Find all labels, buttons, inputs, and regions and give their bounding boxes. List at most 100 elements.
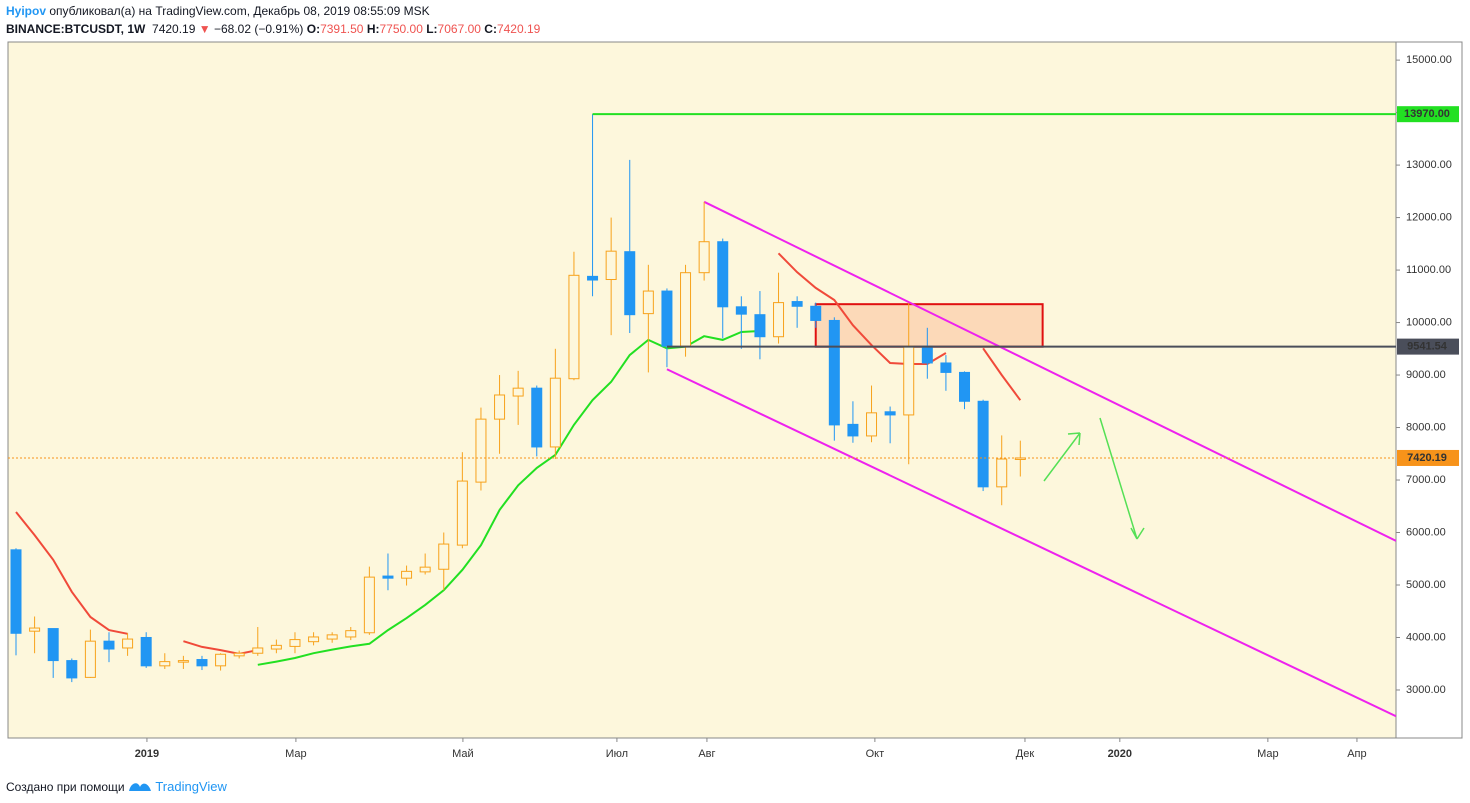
zone	[814, 303, 1044, 348]
published: опубликовал(а) на TradingView.com, Декаб…	[49, 4, 430, 18]
x-tick-label: 2020	[1108, 748, 1132, 760]
trend-line	[666, 368, 1396, 718]
candle-body	[549, 377, 561, 448]
level-label: 9541.54	[1407, 341, 1448, 353]
x-tick-label: Авг	[698, 748, 715, 760]
c-value: 7420.19	[496, 22, 541, 36]
arrow-down	[1099, 417, 1145, 540]
indicator-line	[15, 252, 1022, 655]
y-tick-label: 3000.00	[1406, 684, 1446, 696]
candle-body	[847, 423, 859, 437]
x-tick-label: 2019	[135, 748, 159, 760]
x-tick-label: Окт	[866, 748, 885, 760]
candle-body	[382, 575, 394, 579]
candle-body	[940, 362, 952, 373]
candle-body	[680, 272, 692, 347]
candle-body	[754, 314, 766, 338]
y-tick-label: 13000.00	[1406, 159, 1452, 171]
candle-body	[419, 566, 431, 573]
candle-body	[215, 653, 227, 667]
plot-area	[7, 41, 1397, 739]
candle-body	[494, 394, 506, 420]
candle-body	[252, 647, 264, 654]
x-tick-label: Май	[452, 748, 474, 760]
footer: Создано при помощи TradingView	[6, 777, 227, 794]
x-tick-label: Мар	[1257, 748, 1279, 760]
y-tick-label: 12000.00	[1406, 211, 1452, 223]
candle-body	[196, 659, 208, 667]
candle-body	[326, 634, 338, 640]
candle-body	[345, 630, 357, 638]
footer-text: Создано при помощи	[6, 780, 125, 794]
header-line: Hyipov опубликовал(а) на TradingView.com…	[6, 4, 430, 18]
level-label-box	[1397, 449, 1459, 466]
chart-layer: 3000.00 4000.00 5000.00 6000.00 7000.00 8000.…	[8, 54, 1459, 760]
candle-body	[996, 458, 1008, 488]
candle-body	[661, 290, 673, 347]
candle-body	[84, 640, 96, 678]
candle-body	[921, 345, 933, 364]
candle-body	[791, 301, 803, 307]
y-tick-label: 10000.00	[1406, 316, 1452, 328]
candle-body	[103, 640, 115, 650]
candle-body	[122, 638, 134, 649]
candle-body	[903, 345, 915, 416]
level-label-box	[1397, 106, 1459, 123]
price-axis	[1395, 41, 1463, 739]
arrow-up	[1043, 432, 1081, 482]
h-label: H:	[366, 22, 380, 36]
candle-body	[289, 639, 301, 647]
candle-body	[568, 274, 580, 380]
o-value: 7391.50	[320, 22, 364, 36]
candle-body	[475, 418, 487, 483]
candle-body	[233, 652, 245, 657]
candle-body	[810, 305, 822, 321]
trend-line	[703, 200, 1396, 542]
header-line: BINANCE:BTCUSDT, 1W 7420.19 ▼ −68.02 (−0…	[6, 22, 540, 36]
y-tick-label: 9000.00	[1406, 369, 1446, 381]
y-tick-label: 8000.00	[1406, 421, 1446, 433]
y-tick-label: 6000.00	[1406, 526, 1446, 538]
candle-body	[270, 644, 282, 650]
logo	[128, 783, 151, 791]
c-label: C:	[484, 22, 497, 36]
candle-body	[177, 660, 189, 663]
candle-body	[308, 636, 320, 643]
candle-body	[159, 661, 171, 667]
candle-body	[29, 627, 41, 632]
level-label: 7420.19	[1407, 452, 1447, 464]
x-tick-label: Июл	[606, 748, 628, 760]
candle-body	[47, 628, 59, 662]
candle-body	[66, 660, 78, 679]
candle-body	[605, 250, 617, 281]
change: −68.02 (−0.91%)	[213, 22, 304, 36]
plot	[10, 114, 1396, 718]
y-tick-label: 11000.00	[1406, 264, 1451, 276]
candle-body	[717, 241, 729, 308]
candle-body	[531, 387, 543, 448]
x-tick-label: Дек	[1016, 748, 1035, 760]
candle-body	[977, 400, 989, 488]
candle-body	[438, 543, 450, 570]
footer-brand[interactable]: TradingView	[155, 779, 227, 794]
candle-body	[140, 636, 152, 667]
author[interactable]: Hyipov	[6, 4, 47, 18]
last: 7420.19	[152, 22, 196, 36]
x-tick-label: Мар	[285, 748, 307, 760]
y-tick-label: 4000.00	[1406, 631, 1446, 643]
o-label: O:	[306, 22, 321, 36]
candle-body	[512, 387, 524, 397]
candle-body	[735, 306, 747, 315]
candle-body	[401, 570, 413, 579]
l-label: L:	[426, 22, 438, 36]
candle-body	[884, 411, 896, 416]
candle-body	[363, 576, 375, 634]
x-tick-label: Апр	[1347, 748, 1366, 760]
level-label-box	[1397, 338, 1459, 355]
y-tick-label: 7000.00	[1406, 474, 1446, 486]
y-tick-label: 5000.00	[1406, 579, 1446, 591]
candle-body	[624, 251, 636, 316]
h-value: 7750.00	[379, 22, 423, 36]
candle-body	[10, 549, 22, 634]
